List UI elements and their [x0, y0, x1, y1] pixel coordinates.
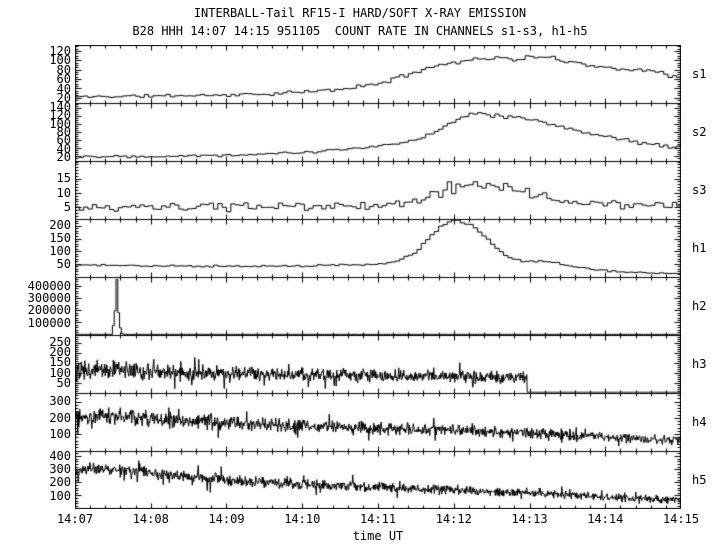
- figure-title: INTERBALL-Tail RF15-I HARD/SOFT X-RAY EM…: [193, 6, 527, 20]
- channel-label-h1: h1: [692, 241, 707, 255]
- y-tick-label-s1: 40: [56, 81, 71, 96]
- x-tick-label: 14:13: [511, 512, 548, 526]
- y-tick-label-h4: 100: [49, 427, 71, 442]
- channel-label-s1: s1: [692, 67, 707, 81]
- y-tick-label-s3: 15: [56, 171, 71, 186]
- x-tick-label: 14:09: [208, 512, 245, 526]
- y-tick-label-h1: 50: [56, 257, 71, 272]
- y-tick-label-s3: 10: [56, 185, 71, 200]
- y-tick-label-h1: 100: [49, 244, 71, 259]
- channel-label-h5: h5: [692, 473, 707, 487]
- figure-subtitle: B28 HHH 14:07 14:15 951105 COUNT RATE IN…: [132, 24, 588, 38]
- y-tick-label-s1: 120: [49, 43, 71, 58]
- y-tick-label-h1: 200: [49, 218, 71, 233]
- y-tick-label-h2: 100000: [27, 315, 71, 330]
- y-tick-label-s2: 20: [56, 149, 71, 164]
- x-tick-label: 14:15: [662, 512, 700, 526]
- x-tick-label: 14:08: [132, 512, 169, 526]
- channel-label-s3: s3: [692, 183, 707, 197]
- x-tick-label: 14:11: [359, 512, 397, 526]
- y-tick-label-s2: 60: [56, 133, 71, 148]
- channel-label-h4: h4: [692, 415, 707, 429]
- y-tick-label-h3: 250: [49, 335, 71, 350]
- y-tick-label-s2: 100: [49, 116, 71, 131]
- y-tick-label-h3: 200: [49, 345, 71, 360]
- y-tick-label-s1: 80: [56, 62, 71, 77]
- y-tick-label-h2: 200000: [27, 303, 71, 318]
- channel-label-s2: s2: [692, 125, 707, 139]
- y-tick-label-h4: 300: [49, 394, 71, 409]
- y-tick-label-h5: 200: [49, 475, 71, 490]
- y-tick-label-h3: 50: [56, 375, 71, 390]
- y-tick-label-s3: 5: [63, 200, 71, 215]
- y-tick-label-h5: 100: [49, 488, 71, 503]
- x-tick-label: 14:10: [284, 512, 321, 526]
- x-tick-label: 14:12: [435, 512, 472, 526]
- channel-label-h2: h2: [692, 299, 707, 313]
- x-axis-title: time UT: [352, 529, 404, 543]
- y-tick-label-s2: 40: [56, 141, 71, 156]
- y-tick-label-h1: 150: [49, 231, 71, 246]
- x-tick-label: 14:07: [56, 512, 94, 526]
- y-tick-label-h3: 150: [49, 355, 71, 370]
- y-tick-label-h2: 400000: [27, 278, 71, 293]
- y-tick-label-s2: 140: [49, 100, 71, 115]
- channel-label-h3: h3: [692, 357, 707, 371]
- y-tick-label-h2: 300000: [27, 290, 71, 305]
- y-tick-label-s1: 100: [49, 53, 71, 68]
- y-tick-label-h3: 100: [49, 365, 71, 380]
- y-tick-label-s2: 120: [49, 108, 71, 123]
- y-tick-label-h4: 200: [49, 410, 71, 425]
- y-tick-label-h5: 400: [49, 448, 71, 463]
- plot-canvas: [75, 45, 681, 509]
- y-tick-label-s1: 20: [56, 91, 71, 106]
- x-tick-label: 14:14: [587, 512, 624, 526]
- y-tick-label-h5: 300: [49, 462, 71, 476]
- y-tick-label-s2: 80: [56, 125, 71, 139]
- y-tick-label-s1: 60: [56, 72, 71, 87]
